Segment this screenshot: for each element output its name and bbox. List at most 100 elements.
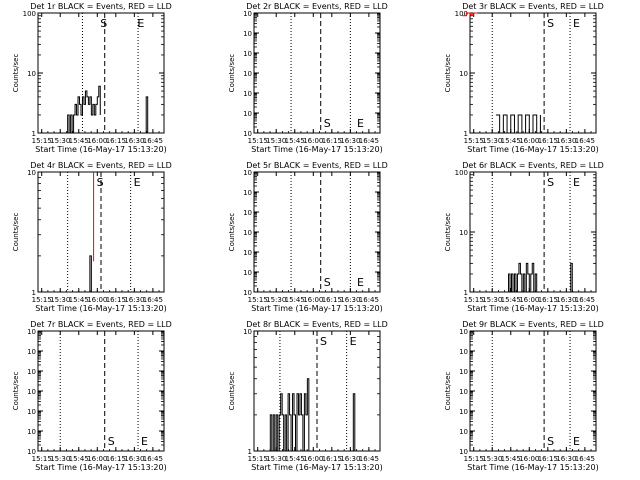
x-tick-label: 16:30 [124, 455, 144, 463]
x-tick-label: 16:00 [519, 296, 539, 304]
y-tick-label: 10 [243, 229, 252, 237]
y-axis-label: Counts/sec [228, 213, 236, 252]
y-tick-label: 10 [243, 249, 252, 257]
detector-plot-6: Det 6r BLACK = Events, RED = LLD 15:15 15:… [444, 161, 604, 313]
marker-s: S [324, 276, 331, 289]
x-tick-label: 15:30 [266, 296, 286, 304]
plot-frame [37, 12, 165, 134]
x-axis-label: Start Time (16-May-17 15:13:20) [251, 304, 382, 313]
y-axis-label: Counts/sec [228, 372, 236, 411]
y-tick-label: 1 [32, 289, 36, 297]
x-tick-label: 16:00 [87, 296, 107, 304]
plot-frame [253, 12, 381, 134]
x-tick-label: 15:45 [501, 455, 521, 463]
y-tick-label: 10 [27, 448, 36, 456]
x-tick-label: 15:30 [482, 137, 502, 145]
y-tick-label: 10 [243, 10, 252, 18]
x-tick-label: 16:15 [106, 455, 126, 463]
x-tick-label: 16:45 [143, 296, 163, 304]
plot-title: Det 4r BLACK = Events, RED = LLD [30, 161, 172, 170]
marker-s: S [108, 435, 115, 448]
x-tick-label: 16:15 [322, 137, 342, 145]
plot-title: Det 2r BLACK = Events, RED = LLD [246, 2, 388, 11]
marker-e: E [134, 176, 141, 189]
plot-title: Det 6r BLACK = Events, RED = LLD [462, 161, 604, 170]
marker-e: E [357, 276, 364, 289]
y-tick-label: 10 [459, 348, 468, 356]
x-tick-label: 15:45 [285, 296, 305, 304]
x-tick-label: 16:00 [303, 455, 323, 463]
plot-title: Det 9r BLACK = Events, RED = LLD [462, 320, 604, 329]
y-tick-label: 10 [243, 130, 252, 138]
x-axis-label: Start Time (16-May-17 15:13:20) [35, 145, 166, 154]
x-axis-label: Start Time (16-May-17 15:13:20) [467, 304, 598, 313]
y-tick-label: 10 [27, 388, 36, 396]
y-tick-label: 10 [243, 269, 252, 277]
y-tick-label: 10 [243, 50, 252, 58]
y-tick-label: 10 [27, 408, 36, 416]
x-tick-label: 15:30 [266, 455, 286, 463]
series-black-2 [144, 96, 149, 134]
x-tick-label: 15:30 [482, 455, 502, 463]
x-tick-label: 15:15 [32, 455, 52, 463]
x-tick-label: 15:15 [464, 296, 484, 304]
y-tick-label: 10 [243, 90, 252, 98]
marker-s: S [547, 17, 554, 30]
y-tick-label: 10 [243, 209, 252, 217]
x-tick-label: 15:30 [50, 137, 70, 145]
x-tick-label: 16:45 [359, 455, 379, 463]
series-black [88, 255, 92, 293]
x-tick-label: 15:45 [501, 296, 521, 304]
marker-s: S [547, 435, 554, 448]
y-tick-label: 10 [27, 328, 36, 336]
series-red [462, 12, 478, 17]
plot-title: Det 5r BLACK = Events, RED = LLD [246, 161, 388, 170]
y-tick-label: 10 [459, 428, 468, 436]
marker-s: S [100, 17, 107, 30]
y-axis-label: Counts/sec [444, 213, 452, 252]
x-tick-label: 16:30 [340, 137, 360, 145]
marker-e: E [573, 176, 580, 189]
plot-title: Det 8r BLACK = Events, RED = LLD [246, 320, 388, 329]
x-axis-label: Start Time (16-May-17 15:13:20) [35, 304, 166, 313]
y-axis-label: Counts/sec [444, 54, 452, 93]
x-tick-label: 16:45 [143, 137, 163, 145]
y-tick-label: 10 [243, 289, 252, 297]
x-tick-label: 15:45 [285, 137, 305, 145]
plot-frame [37, 330, 165, 452]
series-black-2 [569, 262, 573, 293]
x-tick-label: 16:30 [556, 296, 576, 304]
plot-title: Det 7r BLACK = Events, RED = LLD [30, 320, 172, 329]
marker-e: E [573, 435, 580, 448]
y-axis-label: Counts/sec [228, 54, 236, 93]
marker-s: S [547, 176, 554, 189]
x-axis-label: Start Time (16-May-17 15:13:20) [467, 145, 598, 154]
x-tick-label: 16:15 [538, 137, 558, 145]
detector-plot-9: Det 9r BLACK = Events, RED = LLD15:1515:… [444, 320, 604, 472]
marker-e: E [357, 117, 364, 130]
y-tick-label: 10 [243, 70, 252, 78]
y-tick-label: 10 [459, 229, 468, 237]
marker-e: E [141, 435, 148, 448]
plot-frame [469, 330, 597, 452]
x-tick-label: 16:30 [340, 455, 360, 463]
detector-plot-2: Det 2r BLACK = Events, RED = LLD15:1515:… [228, 2, 388, 154]
plot-title: Det 3r BLACK = Events, RED = LLD [462, 2, 604, 11]
plot-title: Det 1r BLACK = Events, RED = LLD [30, 2, 172, 11]
x-tick-label: 16:00 [87, 455, 107, 463]
series-black [507, 262, 538, 293]
x-tick-label: 16:00 [87, 137, 107, 145]
y-tick-label: 1 [32, 130, 36, 138]
detector-plot-3: Det 3r BLACK = Events, RED = LLD15:1515:… [444, 2, 604, 154]
y-tick-label: 10 [459, 70, 468, 78]
y-tick-label: 1 [464, 289, 468, 297]
x-tick-label: 16:15 [538, 296, 558, 304]
plot-frame [469, 171, 597, 293]
x-tick-label: 15:15 [248, 455, 268, 463]
x-tick-label: 16:15 [322, 455, 342, 463]
x-axis-label: Start Time (16-May-17 15:13:20) [35, 463, 166, 472]
detector-plot-5: Det 5r BLACK = Events, RED = LLD15:1515:… [228, 161, 388, 313]
y-tick-label: 10 [27, 428, 36, 436]
x-tick-label: 16:00 [519, 137, 539, 145]
series-black [66, 85, 101, 134]
